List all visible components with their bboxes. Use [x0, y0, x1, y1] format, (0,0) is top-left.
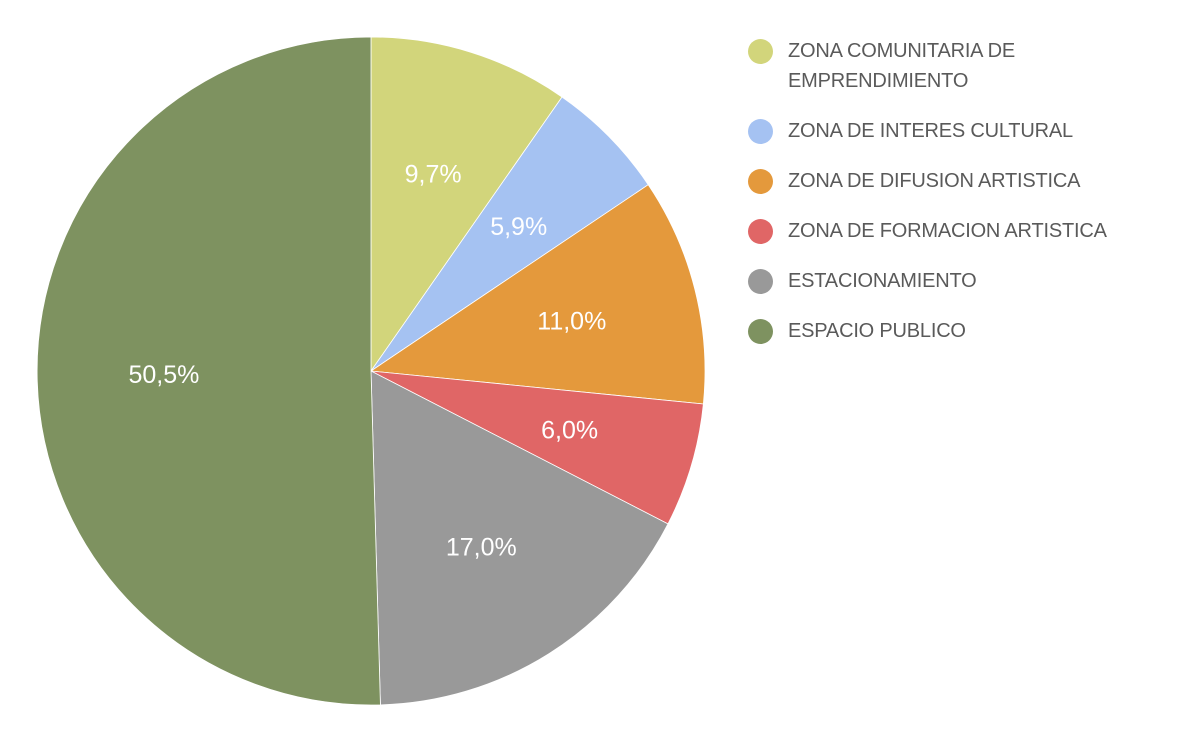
slice-data-label: 5,9%	[490, 213, 547, 241]
legend-label: ESPACIO PUBLICO	[788, 320, 966, 342]
legend-label: ESTACIONAMIENTO	[788, 270, 977, 292]
slice-data-label: 17,0%	[446, 533, 517, 561]
legend-label: ZONA DE FORMACION ARTISTICA	[788, 220, 1107, 242]
legend-swatch	[748, 319, 773, 344]
pie-slice-5	[370, 370, 669, 706]
legend: ZONA COMUNITARIA DE EMPRENDIMIENTO ZONA D…	[748, 36, 1188, 366]
legend-item: ESPACIO PUBLICO	[748, 316, 1188, 346]
pie-slice-3	[369, 184, 706, 405]
legend-item: ZONA DE FORMACION ARTISTICA	[748, 216, 1188, 246]
pie-slice-1	[370, 36, 563, 373]
slice-data-label: 6,0%	[541, 417, 598, 445]
pie-slice-4	[370, 370, 704, 525]
legend-label: ZONA DE DIFUSION ARTISTICA	[788, 170, 1081, 192]
slice-data-label: 9,7%	[405, 160, 462, 188]
legend-swatch	[748, 169, 773, 194]
legend-swatch	[748, 269, 773, 294]
pie-svg: 9,7% 5,9% 11,0% 6,0% 17,0% 50,5%	[36, 36, 706, 706]
legend-label: ZONA COMUNITARIA DE EMPRENDIMIENTO	[788, 40, 1015, 92]
slice-data-label: 11,0%	[537, 308, 606, 336]
legend-item: ZONA DE DIFUSION ARTISTICA	[748, 166, 1188, 196]
legend-item: ZONA COMUNITARIA DE EMPRENDIMIENTO	[748, 36, 1188, 96]
legend-item: ZONA DE INTERES CULTURAL	[748, 116, 1188, 146]
slice-data-label: 50,5%	[128, 361, 199, 389]
legend-label: ZONA DE INTERES CULTURAL	[788, 120, 1073, 142]
pie-slice-2	[370, 96, 649, 372]
legend-swatch	[748, 119, 773, 144]
legend-swatch	[748, 219, 773, 244]
legend-swatch	[748, 39, 773, 64]
pie-slice-6	[36, 36, 381, 706]
legend-item: ESTACIONAMIENTO	[748, 266, 1188, 296]
